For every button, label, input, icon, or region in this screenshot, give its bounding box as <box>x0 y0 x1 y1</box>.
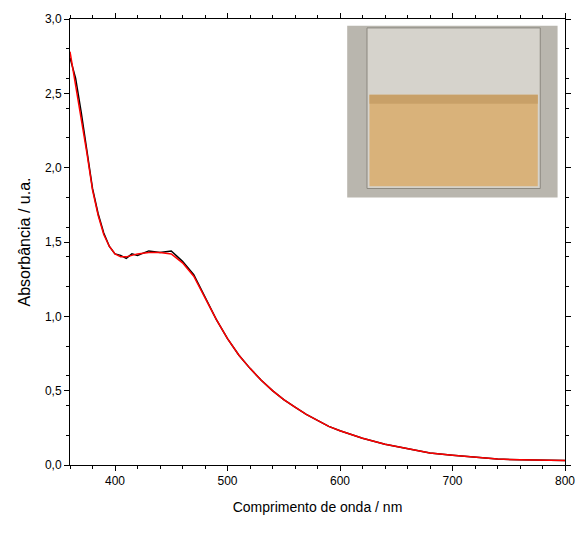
svg-text:3,0: 3,0 <box>45 12 62 26</box>
svg-text:Absorbância / u.a.: Absorbância / u.a. <box>16 178 33 307</box>
svg-text:2,5: 2,5 <box>45 87 62 101</box>
svg-text:1,0: 1,0 <box>45 310 62 324</box>
svg-text:0,5: 0,5 <box>45 384 62 398</box>
svg-text:1,5: 1,5 <box>45 235 62 249</box>
svg-text:700: 700 <box>442 474 462 488</box>
svg-text:400: 400 <box>105 474 125 488</box>
svg-text:2,0: 2,0 <box>45 161 62 175</box>
svg-text:600: 600 <box>330 474 350 488</box>
svg-text:Comprimento de onda / nm: Comprimento de onda / nm <box>233 499 403 515</box>
svg-text:800: 800 <box>555 474 575 488</box>
svg-text:500: 500 <box>217 474 237 488</box>
svg-text:0,0: 0,0 <box>45 458 62 472</box>
